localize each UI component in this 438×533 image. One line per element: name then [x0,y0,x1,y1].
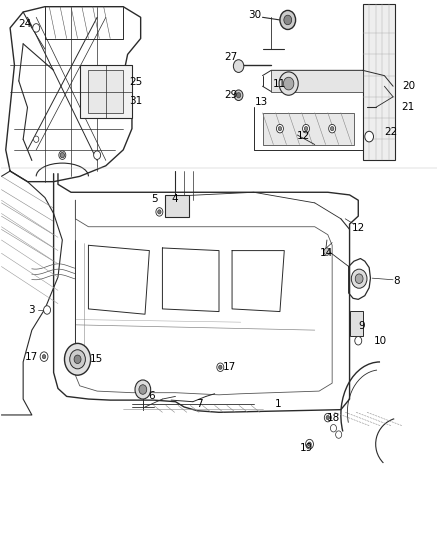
Circle shape [276,124,283,133]
Text: 5: 5 [151,193,158,204]
Text: 17: 17 [25,352,38,361]
Text: 25: 25 [129,77,142,87]
Circle shape [219,365,222,369]
Text: 6: 6 [148,391,155,401]
Text: 20: 20 [402,81,415,91]
Circle shape [336,431,342,438]
Text: 10: 10 [374,336,387,346]
Circle shape [304,126,308,131]
Circle shape [306,439,314,449]
Text: 19: 19 [300,443,313,453]
Text: 21: 21 [402,102,415,112]
Circle shape [351,269,367,288]
Circle shape [330,424,336,432]
Circle shape [233,60,244,72]
Circle shape [60,152,64,158]
Text: 31: 31 [129,96,142,106]
Text: 24: 24 [19,19,32,29]
Circle shape [328,124,336,133]
Text: 7: 7 [196,399,203,409]
Text: 15: 15 [90,354,103,364]
Circle shape [280,11,296,29]
Bar [165,196,188,216]
Circle shape [308,442,311,446]
Circle shape [324,248,330,255]
Text: 22: 22 [384,127,398,138]
Circle shape [70,350,85,369]
Text: 11: 11 [273,78,286,88]
Text: 12: 12 [352,223,365,233]
Circle shape [355,274,363,284]
Circle shape [365,131,374,142]
Circle shape [139,385,147,394]
Text: 12: 12 [297,131,311,141]
Text: 29: 29 [225,90,238,100]
Bar [271,70,363,92]
Circle shape [34,136,39,142]
Bar [262,113,354,144]
Text: 30: 30 [248,10,261,20]
Text: 3: 3 [28,305,34,315]
Circle shape [42,354,46,359]
Circle shape [33,23,40,32]
Circle shape [324,414,331,422]
Circle shape [158,210,161,214]
Circle shape [326,416,329,419]
Circle shape [74,355,81,364]
Text: 8: 8 [393,276,400,286]
Bar [88,70,123,113]
Circle shape [355,336,362,345]
Circle shape [44,306,50,314]
Text: 18: 18 [326,413,339,423]
Circle shape [284,15,292,25]
Circle shape [40,352,48,361]
Bar [80,65,132,118]
Circle shape [64,343,91,375]
Text: 1: 1 [275,399,281,409]
Circle shape [156,208,163,216]
Circle shape [237,93,241,98]
Circle shape [279,72,298,95]
Circle shape [330,126,334,131]
Text: 13: 13 [255,97,268,107]
Text: 17: 17 [223,362,237,372]
Text: 14: 14 [320,248,334,259]
Text: 27: 27 [225,52,238,62]
Circle shape [234,90,243,101]
Circle shape [59,151,66,159]
Circle shape [283,77,294,90]
Circle shape [278,126,282,131]
Circle shape [135,380,151,399]
Bar [350,311,364,336]
Text: 9: 9 [358,321,365,331]
Circle shape [217,363,224,372]
Text: 4: 4 [171,193,178,204]
Circle shape [303,124,310,133]
Bar [363,4,395,160]
Circle shape [94,151,101,159]
